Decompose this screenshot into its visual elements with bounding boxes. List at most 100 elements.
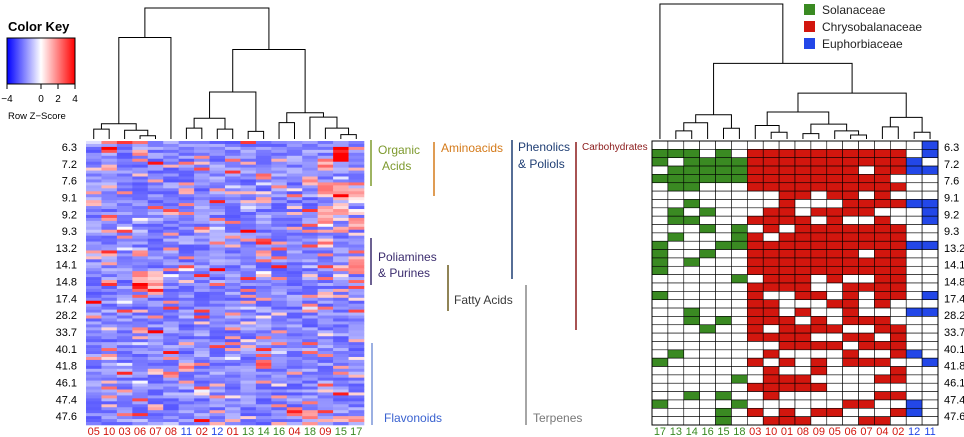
- heatmap-cell: [255, 336, 272, 340]
- presence-cell: [731, 399, 748, 409]
- presence-cell: [747, 366, 764, 376]
- heatmap-cell: [333, 336, 349, 340]
- heatmap-cell: [286, 312, 303, 316]
- heatmap-cell: [225, 191, 241, 195]
- heatmap-cell: [209, 185, 226, 189]
- presence-cell: [921, 149, 939, 159]
- heatmap-cell: [271, 164, 288, 168]
- heatmap-cell: [240, 170, 257, 174]
- heatmap-cell: [317, 197, 334, 201]
- heatmap-cell: [116, 226, 133, 231]
- heatmap-cell: [333, 345, 349, 349]
- heatmap-cell: [317, 241, 334, 245]
- heatmap-cell: [194, 259, 210, 263]
- heatmap-cell: [147, 247, 164, 251]
- heatmap-cell: [240, 277, 257, 281]
- heatmap-cell: [101, 285, 118, 290]
- heatmap-cell: [348, 274, 365, 278]
- heatmap-cell: [317, 380, 334, 384]
- heatmap-cell: [225, 333, 241, 337]
- presence-cell: [778, 190, 796, 200]
- presence-cell: [683, 332, 700, 342]
- heatmap-cell: [271, 348, 288, 352]
- heatmap-cell: [333, 395, 349, 399]
- heatmap-cell: [286, 271, 303, 275]
- heatmap-cell: [271, 271, 288, 275]
- heatmap-cell: [255, 265, 272, 269]
- heatmap-cell: [132, 392, 149, 396]
- heatmap-cell: [101, 247, 118, 251]
- presence-cell: [667, 416, 685, 426]
- heatmap-cell: [116, 315, 133, 319]
- heatmap-cell: [194, 321, 210, 325]
- heatmap-cell: [302, 368, 318, 373]
- presence-cell: [874, 174, 891, 184]
- presence-column-label: 09: [813, 426, 825, 437]
- heatmap-cell: [271, 321, 288, 325]
- heatmap-cell: [86, 217, 102, 222]
- presence-cell: [905, 382, 923, 392]
- presence-cell: [778, 349, 796, 359]
- legend-label: Chrysobalanaceae: [822, 20, 922, 34]
- presence-cell: [699, 190, 716, 200]
- heatmap-cell: [271, 238, 288, 242]
- heatmap-cell: [132, 217, 149, 222]
- presence-cell: [826, 182, 843, 192]
- heatmap-cell: [317, 371, 334, 376]
- heatmap-cell: [194, 268, 210, 272]
- heatmap-cell: [178, 143, 195, 148]
- heatmap-cell: [317, 206, 334, 210]
- heatmap-cell: [255, 413, 272, 417]
- presence-cell: [667, 140, 685, 150]
- heatmap-cell: [163, 146, 179, 151]
- heatmap-cell: [240, 223, 257, 228]
- heatmap-cell: [86, 392, 102, 396]
- heatmap-cell: [317, 333, 334, 337]
- heatmap-cell: [255, 380, 272, 384]
- presence-cell: [667, 282, 685, 292]
- heatmap-cell: [240, 404, 257, 408]
- heatmap-cell: [147, 348, 164, 352]
- heatmap-cell: [240, 265, 257, 269]
- heatmap-cell: [209, 312, 226, 316]
- heatmap-cell: [147, 404, 164, 408]
- heatmap-cell: [255, 371, 272, 376]
- heatmap-cell: [240, 407, 257, 411]
- heatmap-cell: [317, 356, 334, 361]
- presence-cell: [747, 249, 764, 259]
- presence-row-label: 14.8: [944, 277, 964, 289]
- color-key-ticks: −4 0 2 4: [1, 84, 78, 105]
- presence-cell: [890, 182, 907, 192]
- heatmap-cell: [302, 235, 318, 239]
- heatmap-cell: [255, 229, 272, 234]
- heatmap-cell: [286, 191, 303, 195]
- heatmap-cell: [147, 303, 164, 307]
- heatmap-cell: [286, 362, 303, 367]
- heatmap-cell: [240, 226, 257, 231]
- presence-cell: [826, 149, 843, 159]
- presence-cell: [715, 157, 732, 167]
- presence-cell: [762, 391, 780, 401]
- heatmap-cell: [132, 383, 149, 387]
- heatmap-cell: [163, 161, 179, 165]
- heatmap-cell: [209, 226, 226, 231]
- heatmap-cell: [101, 220, 118, 225]
- heatmap-cell: [255, 285, 272, 290]
- heatmap-cell: [163, 167, 179, 171]
- heatmap-cell: [178, 345, 195, 349]
- heatmap-cell: [225, 395, 241, 399]
- heatmap-cell: [302, 220, 318, 225]
- heatmap-cell: [286, 285, 303, 290]
- presence-cell: [810, 349, 828, 359]
- presence-cell: [905, 190, 923, 200]
- heatmap-cell: [178, 327, 195, 331]
- presence-cell: [890, 240, 907, 250]
- heatmap-cell: [163, 348, 179, 352]
- heatmap-cell: [302, 241, 318, 245]
- heatmap-cell: [147, 324, 164, 328]
- heatmap-cell: [271, 203, 288, 207]
- heatmap-cell: [116, 268, 133, 272]
- heatmap-column-label: 15: [335, 426, 347, 437]
- heatmap-cell: [255, 300, 272, 305]
- heatmap-cell: [116, 321, 133, 325]
